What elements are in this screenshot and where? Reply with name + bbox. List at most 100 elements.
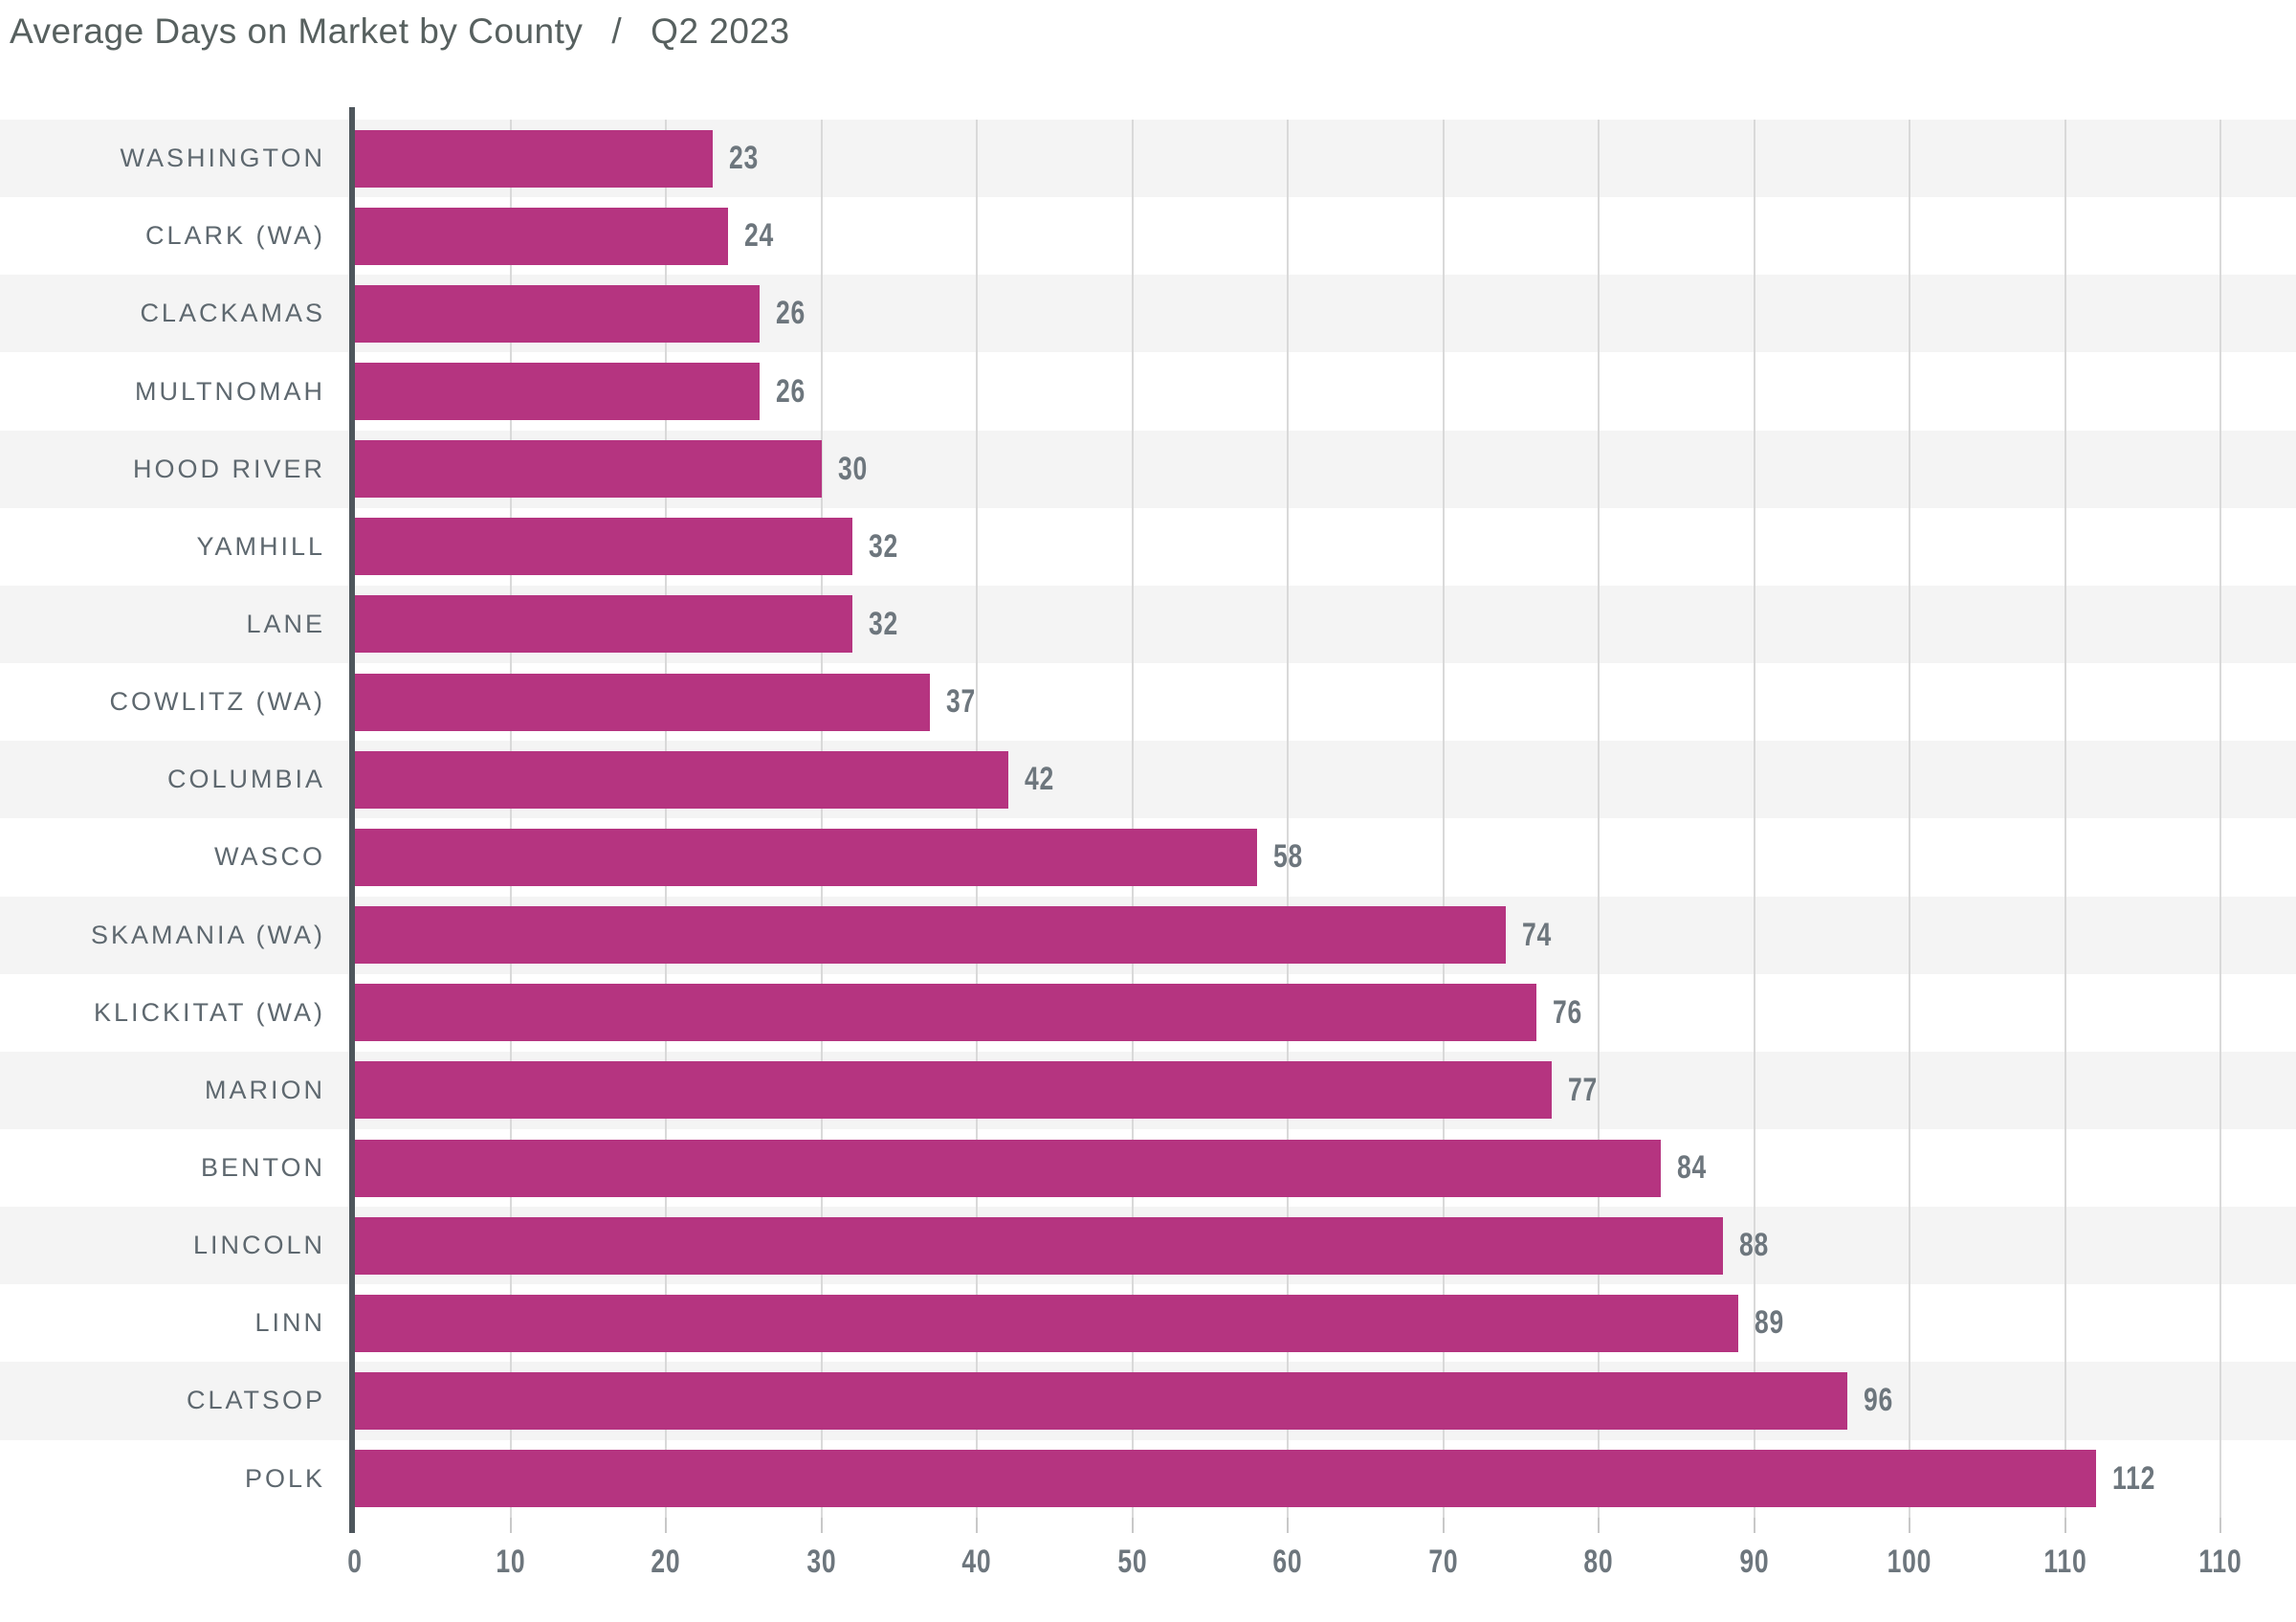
category-label: COWLITZ (WA) (109, 687, 325, 717)
value-label: 77 (1568, 1071, 1599, 1108)
row-linn: LINN (0, 1284, 2296, 1362)
value-label: 42 (1024, 761, 1054, 798)
value-label: 74 (1521, 916, 1552, 953)
category-label: MARION (205, 1075, 325, 1104)
gridline-90 (1753, 120, 1755, 1518)
tick-mark-110 (2064, 1517, 2066, 1533)
bar-marion (355, 1061, 1553, 1120)
value-label: 112 (2112, 1459, 2156, 1497)
x-tick-label: 60 (1272, 1543, 1303, 1580)
value-label: 96 (1864, 1382, 1894, 1419)
bar-klickitat-wa (355, 984, 1536, 1042)
category-label: LANE (246, 609, 325, 638)
category-label: BENTON (200, 1153, 325, 1182)
value-label: 84 (1677, 1149, 1708, 1187)
gridline-120 (2219, 120, 2221, 1518)
gridline-10 (509, 120, 512, 1518)
value-label: 26 (775, 372, 806, 410)
row-clackamas: CLACKAMAS (0, 275, 2296, 353)
category-label: KLICKITAT (WA) (93, 997, 325, 1027)
gridline-60 (1287, 120, 1289, 1518)
bar-columbia (355, 750, 1008, 809)
tick-mark-40 (976, 1517, 978, 1533)
bar-washington (355, 129, 713, 188)
value-label: 58 (1272, 838, 1303, 876)
category-label: LINCOLN (192, 1231, 325, 1260)
value-label: 30 (837, 450, 868, 487)
x-tick-label: 100 (1887, 1543, 1932, 1580)
x-tick-label: 30 (806, 1543, 837, 1580)
bar-lincoln (355, 1216, 1723, 1275)
category-label: LINN (254, 1308, 325, 1338)
gridline-40 (976, 120, 978, 1518)
bar-benton (355, 1139, 1661, 1197)
gridline-80 (1598, 120, 1600, 1518)
chart-title-separator: / (611, 11, 623, 51)
tick-mark-60 (1287, 1517, 1289, 1533)
chart-title-period: Q2 2023 (651, 11, 790, 51)
row-polk: POLK (0, 1440, 2296, 1518)
bar-multnomah (355, 363, 760, 421)
bar-lane (355, 595, 852, 654)
row-clark-wa: CLARK (WA) (0, 197, 2296, 275)
category-label: POLK (244, 1463, 325, 1493)
value-label: 32 (869, 527, 899, 565)
category-label: CLARK (WA) (144, 221, 325, 251)
bar-clark-wa (355, 207, 728, 265)
gridline-50 (1131, 120, 1134, 1518)
category-label: SKAMANIA (WA) (90, 920, 325, 949)
gridline-30 (820, 120, 823, 1518)
tick-mark-50 (1131, 1517, 1134, 1533)
category-label: WASHINGTON (120, 144, 325, 173)
y-axis-line (349, 107, 355, 1533)
row-benton: BENTON (0, 1129, 2296, 1207)
x-tick-label: 90 (1738, 1543, 1770, 1580)
bar-polk (355, 1450, 2096, 1508)
bar-cowlitz-wa (355, 673, 931, 731)
x-tick-label: 70 (1427, 1543, 1459, 1580)
tick-mark-120 (2219, 1517, 2221, 1533)
x-tick-label: 10 (495, 1543, 526, 1580)
bar-linn (355, 1294, 1739, 1352)
gridline-70 (1442, 120, 1445, 1518)
tick-mark-90 (1753, 1517, 1755, 1533)
value-label: 24 (744, 217, 775, 255)
category-label: MULTNOMAH (135, 376, 325, 406)
row-lane: LANE (0, 585, 2296, 664)
row-wasco: WASCO (0, 818, 2296, 896)
category-label: CLACKAMAS (140, 299, 325, 328)
gridline-20 (665, 120, 667, 1518)
row-cowlitz-wa: COWLITZ (WA) (0, 663, 2296, 741)
row-columbia: COLUMBIA (0, 741, 2296, 819)
category-label: WASCO (214, 842, 325, 872)
bar-wasco (355, 828, 1257, 886)
x-tick-label: 40 (961, 1543, 992, 1580)
row-multnomah: MULTNOMAH (0, 352, 2296, 430)
value-label: 89 (1755, 1304, 1785, 1342)
x-tick-label: 20 (651, 1543, 681, 1580)
bar-clatsop (355, 1371, 1847, 1430)
x-tick-label: 110 (2042, 1543, 2087, 1580)
category-label: CLATSOP (186, 1386, 325, 1415)
gridline-100 (1909, 120, 1910, 1518)
category-label: HOOD RIVER (132, 454, 325, 483)
chart-title: Average Days on Market by County / Q2 2023 (10, 11, 790, 52)
value-label: 76 (1553, 993, 1583, 1031)
value-label: 32 (869, 605, 899, 642)
gridline-110 (2064, 120, 2066, 1518)
value-label: 23 (728, 140, 759, 177)
x-tick-label: 110 (2198, 1543, 2242, 1580)
bar-skamania-wa (355, 906, 1506, 965)
bar-hood-river (355, 440, 822, 499)
tick-mark-100 (1909, 1517, 1910, 1533)
tick-mark-70 (1442, 1517, 1445, 1533)
tick-mark-30 (820, 1517, 823, 1533)
row-yamhill: YAMHILL (0, 508, 2296, 586)
row-klickitat-wa: KLICKITAT (WA) (0, 974, 2296, 1052)
x-tick-label: 80 (1583, 1543, 1614, 1580)
category-label: YAMHILL (196, 531, 325, 561)
bar-clackamas (355, 284, 760, 343)
bar-yamhill (355, 518, 852, 576)
x-tick-label: 50 (1116, 1543, 1148, 1580)
